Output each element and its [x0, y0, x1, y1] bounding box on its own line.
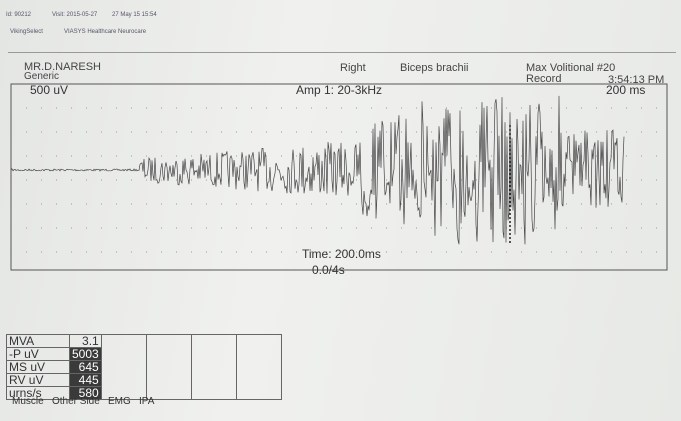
printout: Id: 90212 Visit: 2015-05-27 27 May 15 15…: [0, 0, 681, 421]
trace-frame: [11, 84, 667, 270]
tab[interactable]: EMG: [108, 396, 131, 407]
tab[interactable]: Other Side: [52, 396, 100, 407]
empty-cell: [236, 335, 281, 400]
time: Time: 200.0ms: [302, 247, 381, 261]
empty-cell: [191, 335, 236, 400]
row-value: 5003: [70, 348, 102, 361]
row-label: MVA: [7, 335, 70, 348]
emg-waveform: [12, 96, 624, 245]
sweep: 200 ms: [606, 83, 645, 97]
row-value: 3.1: [70, 335, 102, 348]
tab[interactable]: Muscle: [12, 396, 44, 407]
empty-cell: [146, 335, 191, 400]
grid: [11, 108, 667, 252]
sensitivity: 500 uV: [30, 83, 68, 97]
row-label: MS uV: [7, 361, 70, 374]
row-value: 645: [70, 361, 102, 374]
row-label: -P uV: [7, 348, 70, 361]
position: 0.0/4s: [312, 263, 345, 277]
amplifier: Amp 1: 20-3kHz: [296, 83, 382, 97]
empty-cell: [101, 335, 146, 400]
tab[interactable]: IPA: [139, 396, 154, 407]
row-label: RV uV: [7, 374, 70, 387]
row-value: 445: [70, 374, 102, 387]
